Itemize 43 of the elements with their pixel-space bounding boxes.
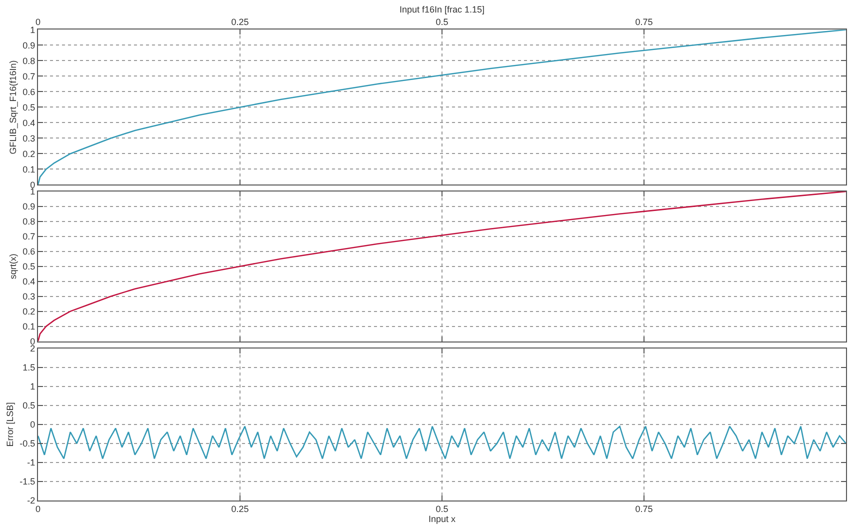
- y-tick-label: 0.1: [22, 321, 36, 332]
- x-tick-label: 0.75: [635, 504, 653, 514]
- y-tick-label: 0.7: [22, 71, 36, 82]
- line-series: [38, 191, 846, 342]
- y-tick-label: -1.5: [20, 476, 36, 487]
- y-tick-label: 0.9: [22, 202, 36, 212]
- y-tick-label: 0.2: [22, 306, 36, 316]
- x-tick-label: 0.25: [231, 504, 249, 514]
- y-tick-label: 0.8: [22, 216, 36, 227]
- y-tick-label: 0.4: [22, 118, 36, 128]
- y-tick-label: 1.5: [22, 362, 36, 373]
- y-tick-label: 0.6: [22, 86, 36, 97]
- x2-tick-label: 0.25: [231, 17, 249, 28]
- x2-tick-label: 0.75: [635, 17, 653, 28]
- y-tick-label: 1: [30, 382, 36, 392]
- y-tick-label: -1: [27, 458, 36, 468]
- y-tick-label: 0.5: [22, 262, 36, 272]
- y-tick-label: 2: [30, 344, 36, 354]
- y-tick-label: 0.4: [22, 276, 36, 286]
- y-tick-label: 0.5: [22, 102, 36, 112]
- y-tick-label: 0.7: [22, 232, 36, 242]
- y-tick-label: 0.9: [22, 40, 36, 50]
- y-tick-label: 0.6: [22, 246, 36, 257]
- x-tick-label: 0.5: [436, 504, 448, 514]
- y-tick-label: 1: [30, 24, 36, 35]
- y-tick-label: 0.2: [22, 148, 36, 159]
- y-tick-label: 0.3: [22, 291, 36, 302]
- line-series: [38, 426, 846, 460]
- y-axis-title: GFLIB_Sqrt_F16(f16In): [8, 60, 18, 154]
- y-tick-label: 0: [30, 336, 36, 346]
- line-series: [38, 30, 846, 185]
- y-tick-label: -0.5: [20, 438, 36, 449]
- y-tick-label: 0.5: [22, 400, 36, 411]
- y-tick-label: 0.8: [22, 56, 36, 66]
- y-tick-label: -2: [27, 496, 36, 506]
- y-tick-label: 0.3: [22, 133, 36, 144]
- y-tick-label: 0.1: [22, 164, 36, 174]
- x2-axis-title: Input f16In [frac 1.15]: [399, 4, 485, 14]
- x-axis-title: Input x: [428, 514, 456, 524]
- y-tick-label: 0: [30, 420, 36, 430]
- x2-tick-label: 0.5: [436, 17, 448, 28]
- y-axis-title: Error [LSB]: [5, 402, 16, 447]
- y-axis-title: sqrt(x): [8, 254, 18, 280]
